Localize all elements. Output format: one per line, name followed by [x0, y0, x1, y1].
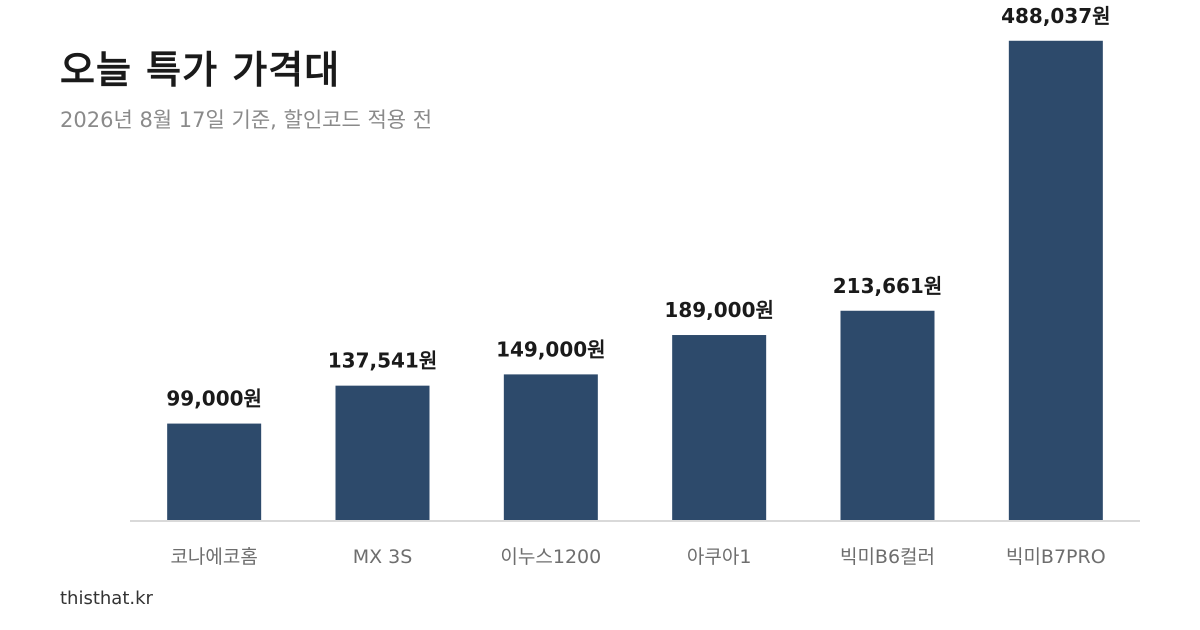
bar-2: [335, 385, 430, 521]
category-label-3: 이누스1200: [500, 546, 601, 568]
value-label-3: 149,000원: [496, 337, 606, 361]
bar-5: [840, 310, 935, 521]
chart-subtitle: 2026년 8월 17일 기준, 할인코드 적용 전: [60, 108, 433, 132]
category-label-6: 빅미B7PRO: [1006, 546, 1106, 568]
value-label-1: 99,000원: [166, 387, 262, 411]
value-label-5: 213,661원: [833, 274, 943, 298]
value-label-4: 189,000원: [664, 298, 774, 322]
category-labels-group: 코나에코홈 MX 3S 이누스1200 아쿠아1 빅미B6컬러 빅미B7PRO: [170, 546, 1105, 568]
footer-brand: thisthat.kr: [60, 588, 153, 609]
category-label-1: 코나에코홈: [170, 546, 257, 568]
bars-group: [167, 40, 1103, 521]
category-label-5: 빅미B6컬러: [840, 546, 935, 568]
bar-6: [1008, 40, 1103, 521]
bar-4: [672, 335, 767, 521]
value-label-6: 488,037원: [1001, 4, 1111, 28]
bar-3: [503, 374, 598, 521]
chart-title: 오늘 특가 가격대: [60, 48, 341, 92]
category-label-2: MX 3S: [353, 546, 413, 568]
category-label-4: 아쿠아1: [687, 546, 752, 568]
value-labels-group: 99,000원 137,541원 149,000원 189,000원 213,661원 4…: [166, 4, 1110, 411]
bar-1: [167, 423, 262, 521]
value-label-2: 137,541원: [328, 349, 438, 373]
